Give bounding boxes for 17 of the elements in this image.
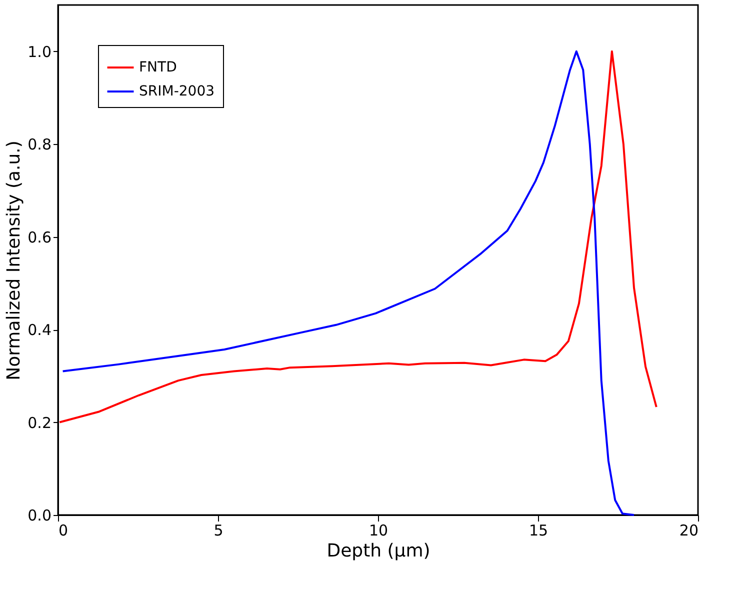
line-series — [58, 50, 658, 424]
x-tick-label: 15 — [528, 522, 548, 540]
y-tick-label: 0.8 — [28, 136, 52, 154]
x-axis-title: Depth (µm) — [326, 540, 430, 562]
x-tick-label: 5 — [214, 522, 224, 540]
legend-label: FNTD — [139, 60, 177, 76]
y-tick-label: 0.4 — [28, 321, 52, 340]
y-axis-title: Normalized Intensity (a.u.) — [4, 140, 25, 380]
y-tick-label: 0.0 — [28, 506, 52, 524]
legend-label: SRIM-2003 — [139, 84, 215, 100]
y-tick-label: 1.0 — [28, 42, 52, 61]
x-tick-label: 20 — [679, 522, 698, 540]
x-tick-label: 0 — [58, 522, 68, 540]
y-tick-label: 0.2 — [28, 414, 52, 432]
x-tick-label: 10 — [368, 522, 388, 540]
y-tick-label: 0.6 — [28, 228, 52, 246]
line-series — [62, 50, 635, 516]
